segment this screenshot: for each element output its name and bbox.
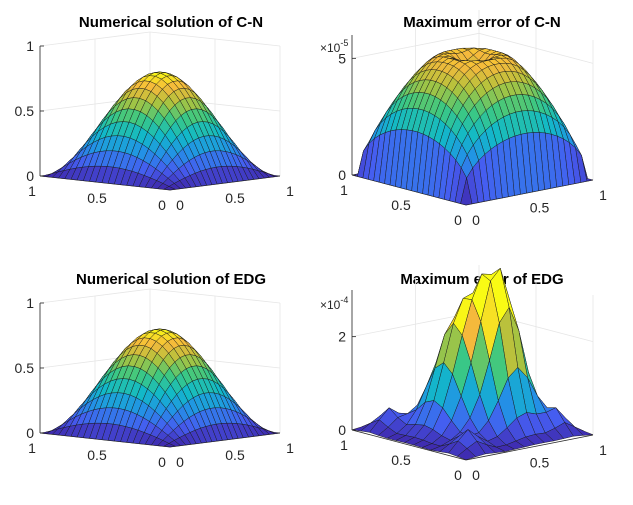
x-axis-line: [465, 434, 594, 461]
x-tick-label: 0.5: [225, 190, 245, 206]
y-tick-label: 1: [28, 183, 36, 199]
surface-patch: [460, 177, 473, 206]
z-tick-label: 0.5: [15, 360, 35, 376]
x-tick-label: 1: [286, 440, 294, 456]
z-tick-label: 0.5: [15, 103, 35, 119]
y-tick-label: 1: [340, 437, 348, 453]
y-tick-label: 0: [158, 197, 166, 213]
grid-line: [39, 31, 281, 47]
z-tick-label: 1: [26, 38, 34, 54]
y-tick-label: 0.5: [87, 447, 107, 463]
z-multiplier: ×10-5: [320, 38, 348, 55]
x-tick-label: 0.5: [530, 200, 550, 216]
y-tick-label: 1: [28, 440, 36, 456]
x-tick-label: 0: [176, 197, 184, 213]
chart-title: Maximum error of C-N: [403, 14, 561, 31]
surface: [39, 328, 281, 448]
x-tick-label: 0.5: [530, 455, 550, 471]
z-multiplier: ×10-4: [320, 295, 348, 312]
y-tick-label: 0: [454, 467, 462, 483]
surface: [351, 267, 594, 461]
grid-line: [39, 288, 281, 304]
z-tick-label: 5: [338, 50, 346, 66]
surface-patch: [456, 448, 477, 461]
y-tick-label: 0: [158, 454, 166, 470]
z-tick-label: 0: [338, 422, 346, 438]
x-tick-label: 0.5: [225, 447, 245, 463]
y-tick-label: 1: [340, 182, 348, 198]
chart-title: Numerical solution of EDG: [76, 271, 266, 288]
x-tick-label: 1: [599, 187, 607, 203]
x-tick-label: 0: [176, 454, 184, 470]
x-tick-label: 1: [599, 442, 607, 458]
z-tick-label: 2: [338, 329, 346, 345]
y-axis-line: [351, 429, 467, 461]
y-tick-label: 0: [454, 212, 462, 228]
z-tick-label: 0: [338, 167, 346, 183]
grid-line: [351, 32, 594, 64]
chart-title: Numerical solution of C-N: [79, 14, 263, 31]
x-tick-label: 0: [472, 467, 480, 483]
x-tick-label: 1: [286, 183, 294, 199]
surface-patch: [163, 443, 176, 448]
surface: [39, 71, 281, 191]
z-tick-label: 0: [26, 425, 34, 441]
y-tick-label: 0.5: [87, 190, 107, 206]
surface: [351, 47, 594, 206]
surface-patch: [163, 186, 176, 191]
z-tick-label: 0: [26, 168, 34, 184]
z-tick-label: 1: [26, 295, 34, 311]
x-tick-label: 0: [472, 212, 480, 228]
y-tick-label: 0.5: [391, 197, 411, 213]
y-tick-label: 0.5: [391, 452, 411, 468]
